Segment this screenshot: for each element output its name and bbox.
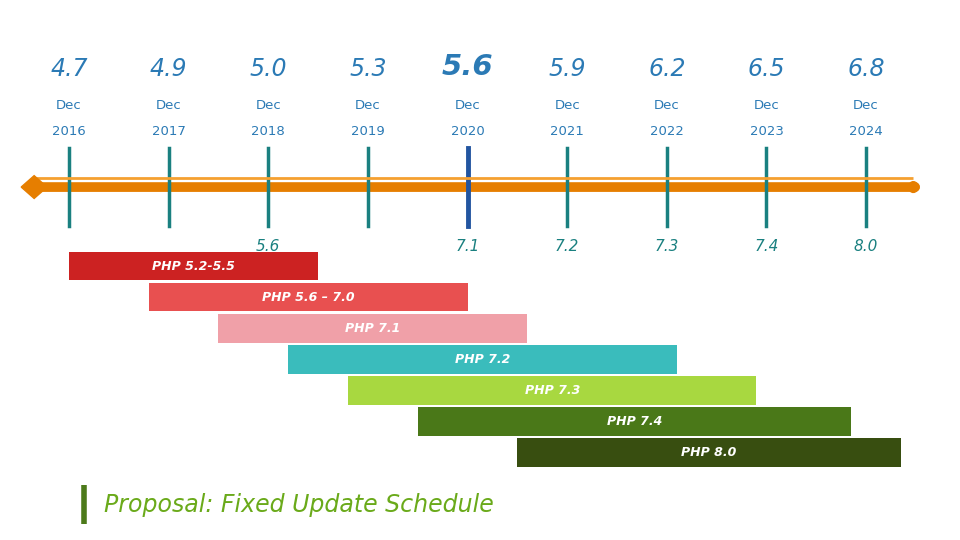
Text: Dec: Dec — [455, 99, 480, 112]
Text: 4.9: 4.9 — [150, 57, 187, 81]
Text: 7.1: 7.1 — [455, 239, 480, 254]
Text: Dec: Dec — [654, 99, 680, 112]
Bar — [149, 283, 468, 312]
Text: Proposal: Fixed Update Schedule: Proposal: Fixed Update Schedule — [104, 492, 493, 517]
Text: Dec: Dec — [255, 99, 281, 112]
Text: 2021: 2021 — [550, 125, 584, 138]
Text: 8.0: 8.0 — [853, 239, 878, 254]
Text: PHP 7.4: PHP 7.4 — [607, 415, 662, 428]
Text: 4.7: 4.7 — [50, 57, 87, 81]
Text: 5.0: 5.0 — [250, 57, 287, 81]
Text: 7.2: 7.2 — [555, 239, 580, 254]
Text: 2016: 2016 — [52, 125, 85, 138]
Text: 5.6: 5.6 — [256, 239, 280, 254]
Text: 2023: 2023 — [750, 125, 783, 138]
Bar — [288, 345, 677, 374]
Text: PHP 5.6 – 7.0: PHP 5.6 – 7.0 — [262, 291, 354, 303]
Bar — [219, 314, 527, 342]
Text: 2022: 2022 — [650, 125, 684, 138]
Text: PHP 7.2: PHP 7.2 — [455, 353, 510, 366]
Text: Dec: Dec — [355, 99, 381, 112]
Text: 7.4: 7.4 — [755, 239, 779, 254]
Text: 6.5: 6.5 — [748, 57, 785, 81]
Text: PHP 7.1: PHP 7.1 — [346, 322, 400, 335]
Text: Dec: Dec — [853, 99, 879, 112]
Text: 5.6: 5.6 — [442, 53, 493, 81]
Text: PHP 7.3: PHP 7.3 — [524, 384, 580, 397]
Text: 7.3: 7.3 — [655, 239, 679, 254]
Text: 2019: 2019 — [351, 125, 385, 138]
Text: 2018: 2018 — [252, 125, 285, 138]
Text: 5.3: 5.3 — [349, 57, 387, 81]
Text: 6.8: 6.8 — [848, 57, 885, 81]
Text: PHP 5.2-5.5: PHP 5.2-5.5 — [152, 260, 235, 273]
Text: 2024: 2024 — [850, 125, 883, 138]
Bar — [517, 438, 900, 467]
Bar — [418, 407, 852, 436]
Text: 2020: 2020 — [450, 125, 485, 138]
Text: Dec: Dec — [554, 99, 580, 112]
Bar — [69, 252, 318, 280]
Text: Dec: Dec — [56, 99, 82, 112]
Polygon shape — [21, 176, 47, 199]
Bar — [348, 376, 756, 405]
Text: 2017: 2017 — [152, 125, 185, 138]
Text: 6.2: 6.2 — [648, 57, 685, 81]
Text: Dec: Dec — [156, 99, 181, 112]
Text: Dec: Dec — [754, 99, 780, 112]
Text: 5.9: 5.9 — [548, 57, 586, 81]
Text: PHP 8.0: PHP 8.0 — [682, 446, 737, 459]
